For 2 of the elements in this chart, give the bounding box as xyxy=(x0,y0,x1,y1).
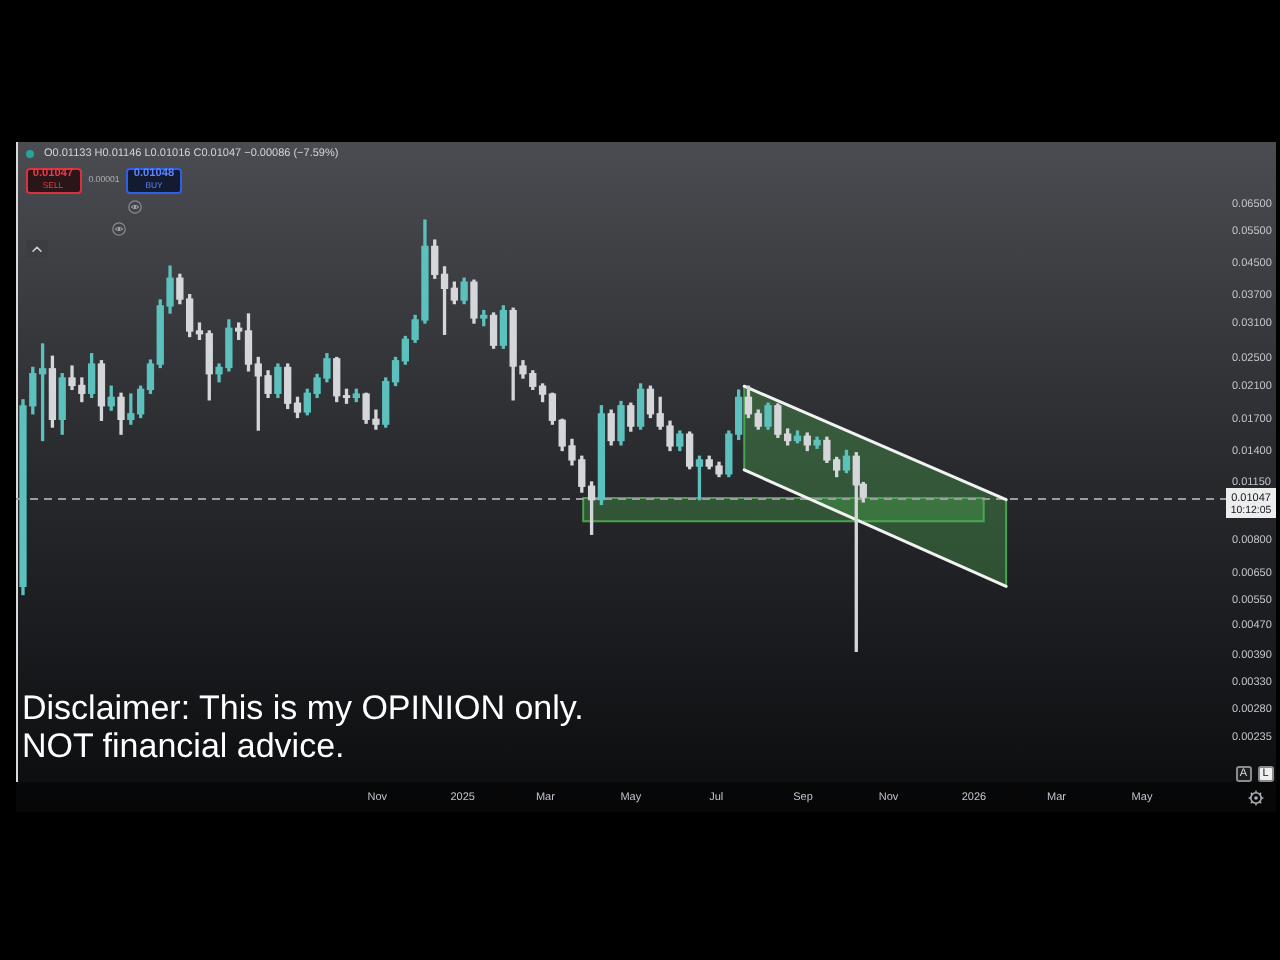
annotation: Disclaimer: This is my OPINION only. xyxy=(22,689,584,728)
annotation: NOT financial advice. xyxy=(22,727,345,766)
